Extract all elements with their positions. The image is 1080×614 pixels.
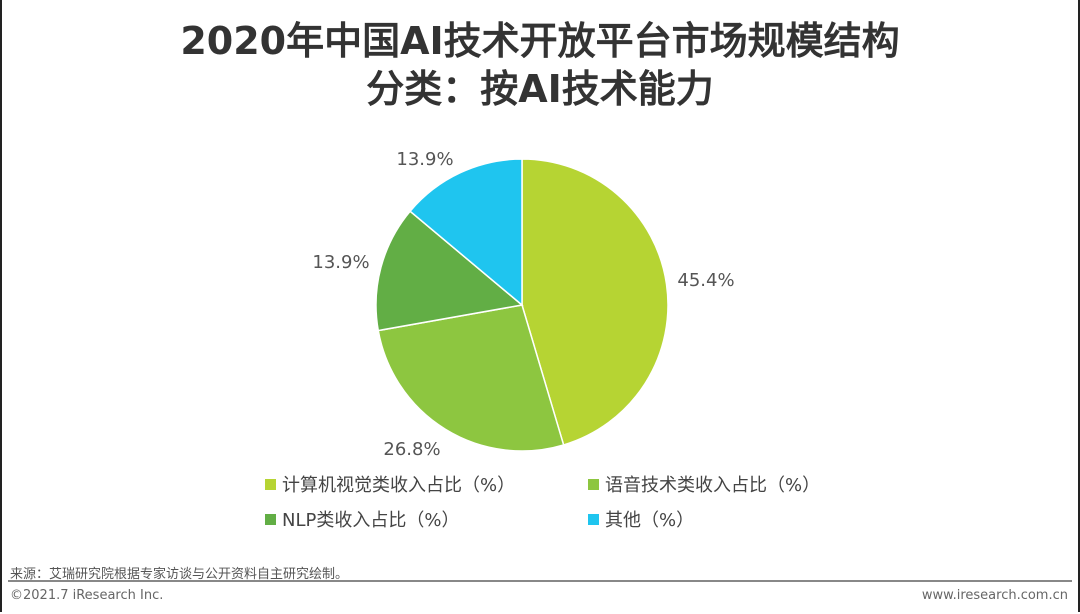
legend-label: 计算机视觉类收入占比（%） [282, 475, 516, 496]
chart-title-line2: 分类：按AI技术能力 [366, 67, 714, 111]
legend-label: 其他（%） [605, 510, 695, 531]
chart-title-line1: 2020年中国AI技术开放平台市场规模结构 [180, 19, 900, 63]
legend-swatch [265, 513, 276, 525]
legend-item: NLP类收入占比（%） [265, 506, 459, 532]
legend-swatch [588, 478, 599, 490]
data-label: 26.8% [383, 439, 440, 460]
data-label: 13.9% [312, 252, 369, 273]
copyright: ©2021.7 iResearch Inc. [10, 588, 164, 603]
pie-slice [521, 158, 669, 446]
legend-item: 语音技术类收入占比（%） [588, 471, 820, 497]
divider [8, 580, 1072, 582]
legend-swatch [588, 513, 599, 525]
pie-slice [375, 210, 524, 332]
website: www.iresearch.com.cn [921, 588, 1068, 603]
legend-swatch [265, 478, 276, 490]
data-label: 13.9% [396, 149, 453, 170]
legend-item: 计算机视觉类收入占比（%） [265, 471, 515, 497]
source-note: 来源：艾瑞研究院根据专家访谈与公开资料自主研究绘制。 [10, 567, 349, 582]
legend-item: 其他（%） [588, 506, 694, 532]
legend-label: NLP类收入占比（%） [282, 510, 460, 531]
pie-slice [377, 304, 565, 452]
data-label: 45.4% [677, 270, 734, 291]
pie-slice [409, 158, 523, 307]
legend-label: 语音技术类收入占比（%） [605, 475, 821, 496]
